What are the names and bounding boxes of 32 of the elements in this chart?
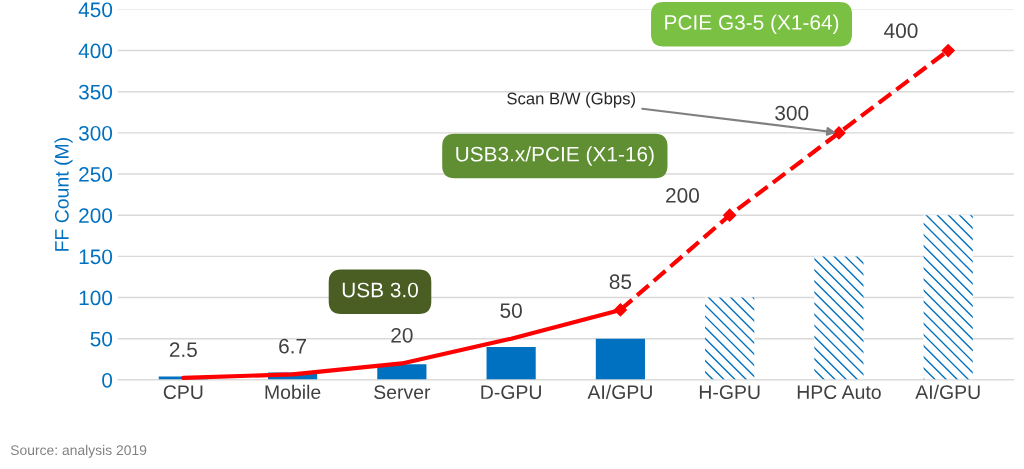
y-tick-label: 150: [79, 249, 113, 265]
y-axis-title: FF Count (M): [54, 138, 73, 251]
y-tick-label: 200: [79, 208, 113, 223]
annotation: USB3.x/PCIE (X1-16): [456, 146, 654, 166]
y-tick-label: 450: [78, 2, 113, 18]
data-label: 20: [391, 327, 413, 343]
data-label: 2.5: [169, 342, 197, 358]
data-label: 50: [500, 303, 522, 318]
x-tick-label: AI/GPU: [587, 384, 652, 400]
data-label: 400: [884, 23, 918, 39]
data-label: 300: [775, 105, 809, 121]
y-tick-label: 250: [79, 167, 113, 182]
x-tick-label: Server: [374, 385, 431, 400]
data-label: 200: [666, 188, 700, 203]
y-tick-label: 0: [102, 372, 113, 388]
annotation: PCIE G3-5 (X1-64): [665, 14, 839, 34]
y-tick-label: 350: [78, 84, 113, 100]
x-tick-label: AI/GPU: [915, 384, 980, 400]
source-note: Source: analysis 2019: [10, 444, 147, 458]
annotation: Scan B/W (Gbps): [507, 92, 636, 108]
y-tick-label: 50: [90, 331, 113, 347]
data-label: 85: [609, 274, 632, 290]
x-tick-label: D-GPU: [481, 385, 541, 400]
x-tick-label: Mobile: [265, 384, 321, 400]
y-tick-label: 100: [79, 290, 113, 306]
data-label: 6.7: [279, 338, 307, 354]
y-tick-label: 400: [78, 43, 113, 59]
y-tick-label: 300: [78, 125, 113, 141]
x-tick-label: CPU: [163, 385, 203, 400]
annotation: USB 3.0: [342, 282, 418, 298]
x-tick-label: H-GPU: [699, 385, 760, 400]
x-tick-label: HPC Auto: [797, 385, 881, 400]
